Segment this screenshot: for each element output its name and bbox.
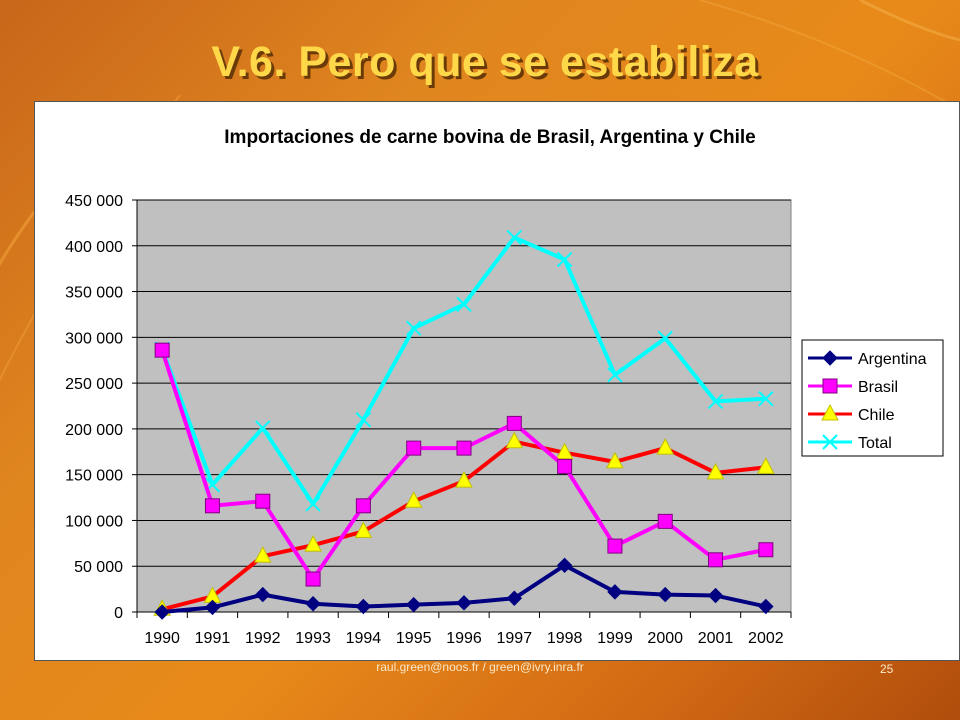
x-tick-label: 1998 — [547, 630, 583, 647]
legend-label: Chile — [858, 407, 895, 424]
chart-legend: Argentina Brasil Chile Total — [801, 339, 944, 457]
data-point-chile — [455, 471, 473, 488]
x-tick-label: 2000 — [647, 630, 683, 647]
chart-title: Importaciones de carne bovina de Brasil,… — [224, 127, 755, 148]
x-tick-label: 2001 — [698, 630, 734, 647]
data-point-argentina — [154, 604, 170, 620]
data-point-brasil — [305, 571, 321, 587]
data-point-chile — [555, 442, 574, 460]
line-chart: Importaciones de carne bovina de Brasil,… — [65, 127, 944, 647]
data-point-chile — [706, 462, 725, 480]
data-point-argentina — [707, 587, 724, 604]
data-point-brasil — [657, 513, 673, 529]
data-point-total — [707, 393, 724, 410]
data-point-total — [255, 420, 271, 436]
y-tick-label: 400 000 — [65, 239, 123, 256]
page-number: 25 — [880, 662, 894, 676]
series-argentina — [154, 557, 774, 620]
data-point-brasil — [406, 440, 422, 456]
data-point-chile — [404, 491, 423, 508]
plot-background — [136, 199, 792, 613]
y-tick-label: 350 000 — [65, 285, 123, 302]
data-point-argentina — [405, 596, 422, 613]
x-tick-label: 2002 — [748, 630, 784, 647]
data-point-brasil — [204, 498, 220, 514]
data-point-total — [556, 251, 573, 268]
y-tick-label: 150 000 — [65, 468, 123, 485]
x-tick-label: 1992 — [245, 630, 281, 647]
x-tick-label: 1999 — [597, 630, 633, 647]
y-axis: 0 50 000 100 000 150 000 200 000 250 000 300 0… — [65, 193, 138, 622]
x-tick-label: 1995 — [396, 630, 432, 647]
y-tick-label: 100 000 — [65, 513, 123, 530]
y-tick-label: 300 000 — [65, 330, 123, 347]
data-point-brasil — [557, 458, 573, 474]
data-point-brasil — [355, 498, 371, 514]
series-layer — [153, 229, 775, 620]
data-point-total — [305, 496, 321, 512]
data-point-argentina — [355, 598, 372, 615]
data-point-total — [607, 367, 623, 383]
data-point-total — [355, 412, 372, 428]
legend-marker — [822, 350, 838, 366]
legend-item-chile: Chile — [808, 403, 895, 424]
footer-email: raul.green@noos.fr / green@ivry.inra.fr — [376, 660, 584, 674]
legend-item-argentina: Argentina — [808, 350, 927, 368]
y-tick-label: 250 000 — [65, 376, 123, 393]
data-point-chile — [253, 546, 272, 563]
y-tick-label: 200 000 — [65, 422, 123, 439]
plot-area — [136, 199, 792, 613]
x-axis: 1990 1991 1992 1993 1994 1995 1996 1997 1998 1999… — [136, 611, 792, 647]
data-point-argentina — [204, 599, 221, 616]
data-point-chile — [606, 451, 624, 469]
x-tick-label: 1996 — [446, 630, 482, 647]
data-point-argentina — [556, 557, 573, 574]
data-point-total — [456, 296, 472, 313]
legend-label: Argentina — [858, 351, 927, 368]
data-point-argentina — [758, 598, 774, 615]
data-point-total — [758, 390, 774, 407]
data-point-brasil — [456, 440, 472, 456]
data-point-chile — [304, 535, 322, 552]
legend-marker — [822, 378, 838, 394]
x-tick-label: 1994 — [346, 630, 382, 647]
legend-item-total: Total — [808, 434, 892, 452]
data-point-brasil — [708, 552, 724, 568]
x-tick-label: 1991 — [195, 630, 231, 647]
data-point-argentina — [255, 586, 271, 603]
data-point-total — [506, 229, 523, 246]
x-tick-label: 1993 — [295, 630, 331, 647]
data-point-total — [657, 330, 673, 346]
legend-label: Brasil — [858, 379, 898, 396]
data-point-chile — [505, 431, 524, 449]
data-point-argentina — [456, 595, 472, 611]
y-tick-label: 0 — [114, 605, 123, 622]
x-tick-label: 1997 — [497, 630, 533, 647]
data-point-argentina — [657, 586, 673, 603]
legend-item-brasil: Brasil — [808, 378, 898, 396]
legend-label: Total — [858, 435, 892, 452]
series-brasil — [154, 342, 774, 587]
data-point-chile — [656, 438, 675, 455]
data-point-brasil — [154, 342, 170, 358]
data-point-chile — [757, 457, 775, 474]
data-point-brasil — [607, 538, 623, 554]
y-tick-label: 50 000 — [74, 559, 123, 576]
x-tick-label: 1990 — [144, 630, 180, 647]
chart-container: Importaciones de carne bovina de Brasil,… — [34, 101, 960, 661]
data-point-argentina — [607, 584, 623, 600]
legend-marker — [822, 434, 838, 450]
data-point-argentina — [506, 590, 523, 606]
data-point-chile — [354, 521, 373, 538]
y-tick-label: 450 000 — [65, 193, 123, 210]
data-point-argentina — [305, 596, 321, 612]
data-point-total — [405, 320, 422, 336]
legend-marker — [821, 403, 839, 421]
data-point-brasil — [758, 542, 774, 558]
data-point-brasil — [255, 493, 271, 509]
slide-title: V.6. Pero que se estabiliza — [211, 38, 759, 86]
data-point-brasil — [506, 415, 522, 431]
